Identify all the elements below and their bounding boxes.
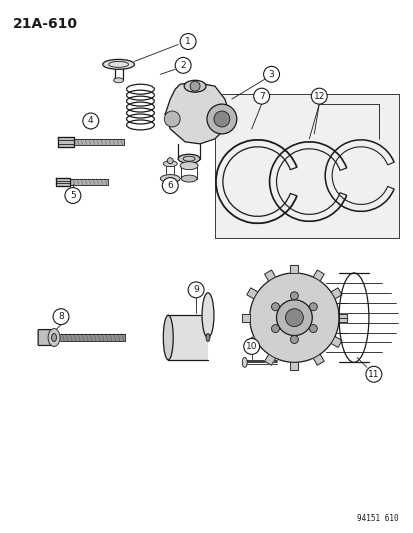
Bar [74, 139, 123, 145]
Circle shape [180, 34, 196, 50]
Ellipse shape [206, 334, 209, 342]
Text: 11: 11 [367, 370, 379, 379]
Ellipse shape [52, 334, 57, 342]
Polygon shape [56, 177, 70, 185]
Circle shape [206, 104, 236, 134]
Circle shape [214, 111, 229, 127]
Ellipse shape [181, 175, 197, 182]
Circle shape [243, 338, 259, 354]
Polygon shape [165, 82, 229, 144]
Polygon shape [246, 336, 257, 348]
Ellipse shape [242, 358, 247, 367]
Ellipse shape [163, 161, 177, 167]
Bar [168, 315, 207, 360]
Circle shape [276, 300, 311, 336]
Text: 8: 8 [58, 312, 64, 321]
Polygon shape [58, 137, 74, 147]
Circle shape [249, 273, 338, 362]
Polygon shape [313, 354, 323, 365]
Ellipse shape [163, 315, 173, 360]
Text: 2: 2 [180, 61, 185, 70]
Polygon shape [290, 265, 298, 273]
Polygon shape [313, 270, 323, 281]
Text: 6: 6 [167, 181, 173, 190]
Ellipse shape [160, 175, 180, 183]
Circle shape [167, 158, 173, 164]
Text: 21A-610: 21A-610 [13, 17, 78, 31]
FancyBboxPatch shape [38, 329, 52, 345]
Circle shape [162, 177, 178, 193]
Polygon shape [241, 314, 249, 321]
Circle shape [311, 88, 326, 104]
Polygon shape [264, 270, 275, 281]
Text: 9: 9 [193, 285, 199, 294]
Text: 7: 7 [258, 92, 264, 101]
Bar [60, 334, 124, 342]
Polygon shape [246, 288, 257, 298]
Circle shape [190, 81, 199, 91]
Circle shape [309, 303, 316, 311]
Text: 1: 1 [185, 37, 190, 46]
Ellipse shape [48, 328, 60, 346]
Text: 10: 10 [245, 342, 257, 351]
Text: 12: 12 [313, 92, 324, 101]
Bar [70, 179, 107, 184]
Ellipse shape [202, 293, 214, 337]
Polygon shape [338, 314, 346, 321]
Polygon shape [330, 288, 341, 298]
Circle shape [271, 303, 279, 311]
Circle shape [309, 325, 316, 333]
Ellipse shape [178, 154, 199, 163]
Circle shape [83, 113, 98, 129]
Bar [214, 94, 398, 238]
Polygon shape [330, 336, 341, 348]
Ellipse shape [113, 78, 123, 83]
Text: 94151 610: 94151 610 [356, 514, 398, 523]
Polygon shape [290, 362, 298, 370]
Circle shape [271, 325, 279, 333]
Ellipse shape [180, 161, 197, 169]
Ellipse shape [102, 59, 134, 69]
Circle shape [263, 66, 279, 82]
Circle shape [188, 282, 204, 298]
Circle shape [53, 309, 69, 325]
Circle shape [290, 292, 298, 300]
Circle shape [164, 111, 180, 127]
Text: 5: 5 [70, 191, 76, 200]
Polygon shape [264, 354, 275, 365]
Text: 3: 3 [268, 70, 274, 79]
Ellipse shape [184, 80, 206, 92]
Circle shape [253, 88, 269, 104]
Circle shape [65, 188, 81, 204]
Text: 4: 4 [88, 117, 93, 125]
Circle shape [285, 309, 303, 327]
Circle shape [365, 366, 381, 382]
Circle shape [175, 58, 191, 74]
Circle shape [290, 336, 298, 343]
